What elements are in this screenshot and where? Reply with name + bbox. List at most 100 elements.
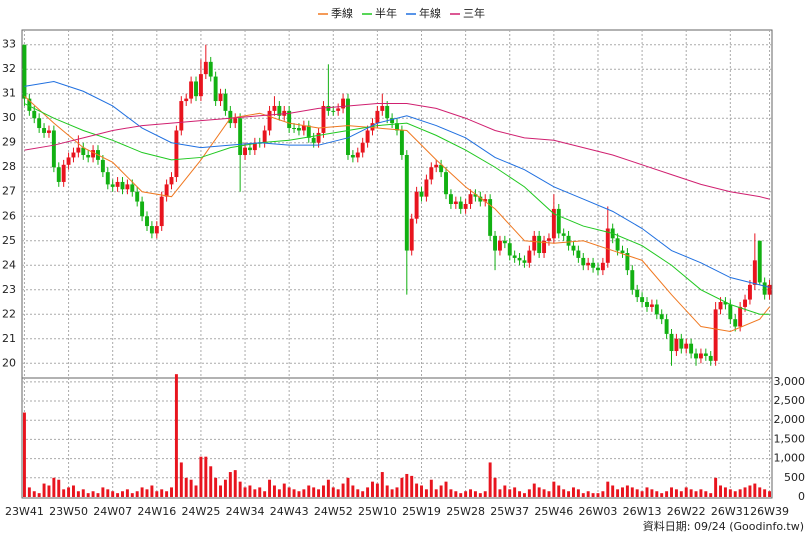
- volume-bar: [380, 472, 384, 497]
- candle-body: [497, 240, 502, 251]
- y-tick-label: 30: [2, 111, 16, 124]
- volume-bar: [76, 491, 80, 497]
- volume-bar: [488, 462, 492, 497]
- volume-bar: [679, 491, 683, 497]
- volume-bar: [410, 475, 414, 497]
- candle-body: [66, 157, 71, 165]
- volume-bar: [611, 485, 615, 497]
- candle-body: [615, 238, 620, 251]
- y-tick-label: 31: [2, 87, 16, 100]
- volume-bar: [591, 493, 595, 497]
- candle-body: [757, 240, 762, 283]
- volume-bar: [101, 487, 105, 497]
- volume-bar: [478, 493, 482, 497]
- ma-line: [24, 80, 770, 288]
- y-tick-label: 21: [2, 332, 16, 345]
- candle-body: [551, 208, 556, 239]
- candle-body: [723, 302, 728, 305]
- candle-body: [718, 302, 723, 310]
- volume-bar: [317, 489, 321, 497]
- volume-bar: [130, 493, 134, 497]
- candle-body: [130, 184, 135, 192]
- candle-body: [483, 199, 488, 202]
- volume-bar: [532, 483, 536, 497]
- candle-body: [120, 181, 125, 190]
- volume-bar: [728, 489, 732, 497]
- candle-body: [630, 270, 635, 290]
- volume-bar: [62, 489, 66, 497]
- candle-body: [743, 299, 747, 307]
- volume-bar: [557, 485, 561, 497]
- candle-body: [76, 147, 81, 153]
- volume-bar: [121, 491, 124, 497]
- volume-bar: [537, 487, 541, 497]
- candle-body: [679, 338, 684, 349]
- candle-body: [47, 130, 51, 133]
- volume-bar: [469, 489, 472, 497]
- candle-body: [468, 194, 473, 204]
- legend-label: 三年: [463, 6, 485, 20]
- volume-bar: [400, 477, 404, 497]
- candle-body: [105, 172, 110, 185]
- candle-body: [532, 235, 537, 251]
- candle-body: [267, 110, 272, 131]
- volume-bar: [493, 477, 497, 497]
- volume-bar: [272, 485, 276, 497]
- volume-bar: [694, 491, 698, 497]
- volume-bar: [674, 489, 678, 497]
- volume-bar: [395, 487, 399, 497]
- volume-bar: [552, 481, 556, 497]
- volume-bar: [420, 485, 423, 497]
- volume-bar: [228, 472, 232, 497]
- candle-body: [91, 150, 96, 158]
- candle-body: [86, 154, 91, 158]
- volume-bar: [483, 491, 487, 497]
- volume-bar: [650, 489, 654, 497]
- candle-body: [478, 196, 483, 202]
- volume-bar: [170, 487, 173, 497]
- volume-bar: [704, 491, 708, 497]
- candle-body: [179, 101, 184, 131]
- candle-body: [542, 240, 547, 254]
- candle-body: [145, 216, 149, 227]
- y-tick-label: 25: [2, 234, 16, 247]
- candle-body: [561, 233, 566, 236]
- volume-bar: [665, 491, 669, 497]
- volume-bar: [464, 491, 468, 497]
- volume-bar: [640, 491, 644, 497]
- candle-body: [169, 177, 174, 185]
- volume-bar: [47, 485, 51, 497]
- candle-body: [380, 105, 385, 111]
- candle-body: [125, 184, 130, 190]
- volume-bar: [709, 493, 713, 497]
- x-tick-label: 26W22: [667, 505, 706, 518]
- volume-bar: [459, 493, 463, 497]
- candle-body: [635, 289, 640, 298]
- volume-bar: [57, 479, 61, 497]
- candle-body: [365, 130, 370, 143]
- candle-body: [473, 194, 478, 197]
- volume-bar: [621, 487, 624, 497]
- volume-bar: [27, 487, 31, 497]
- volume-bar: [434, 489, 438, 497]
- volume-bar: [385, 485, 389, 497]
- candle-body: [395, 123, 399, 131]
- volume-bar: [518, 491, 522, 497]
- candle-body: [262, 130, 267, 143]
- volume-bar: [209, 466, 213, 497]
- volume-bar: [444, 481, 448, 497]
- volume-bar: [572, 487, 575, 497]
- volume-bar: [660, 493, 664, 497]
- x-tick-label: 24W52: [314, 505, 353, 518]
- volume-bar: [140, 487, 144, 497]
- y2-tick-label: 1,500: [774, 432, 806, 445]
- volume-bar: [753, 483, 757, 497]
- volume-bar: [22, 412, 26, 497]
- volume-bar: [454, 491, 458, 497]
- x-tick-label: 25W10: [358, 505, 397, 518]
- candle-body: [419, 191, 424, 197]
- volume-bar: [326, 479, 330, 497]
- volume-bar: [513, 487, 517, 497]
- candle-body: [208, 61, 213, 77]
- candle-body: [404, 154, 409, 251]
